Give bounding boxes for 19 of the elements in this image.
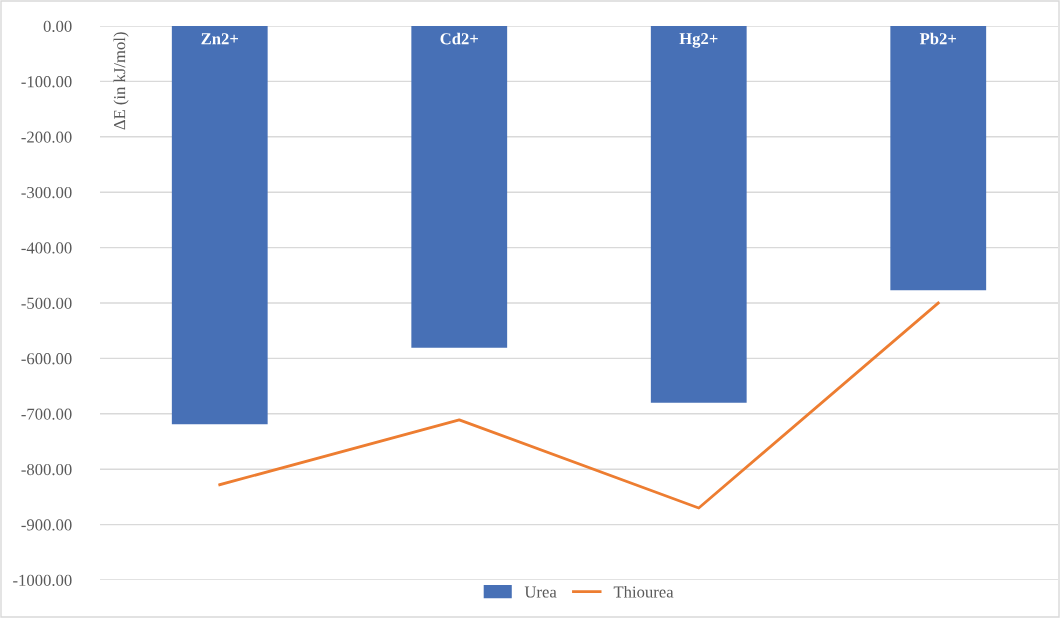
x-tick-label: Pb2+ xyxy=(919,32,957,45)
line-series xyxy=(218,301,940,510)
y-tick-label: 0.00 xyxy=(43,20,72,33)
y-tick-label: -400.00 xyxy=(21,242,72,254)
x-tick-label: Cd2+ xyxy=(440,32,478,45)
y-tick-label: -1000.00 xyxy=(13,574,72,587)
y-tick-label: -700.00 xyxy=(21,408,72,420)
y-tick-label: -500.00 xyxy=(21,297,72,310)
y-tick-label: -800.00 xyxy=(21,463,72,476)
y-tick-label: -600.00 xyxy=(21,353,72,365)
legend-label: Urea xyxy=(524,586,557,598)
legend-label: Thiourea xyxy=(613,585,674,598)
y-tick-label: -900.00 xyxy=(21,519,72,531)
y-axis-title: ΔE (in kJ/mol) xyxy=(113,32,129,130)
y-tick-label: -300.00 xyxy=(21,186,72,199)
y-tick-label: -100.00 xyxy=(21,76,72,88)
x-tick-label: Hg2+ xyxy=(679,33,718,48)
y-tick-label: -200.00 xyxy=(21,131,72,143)
x-tick-label: Zn2+ xyxy=(201,33,238,45)
